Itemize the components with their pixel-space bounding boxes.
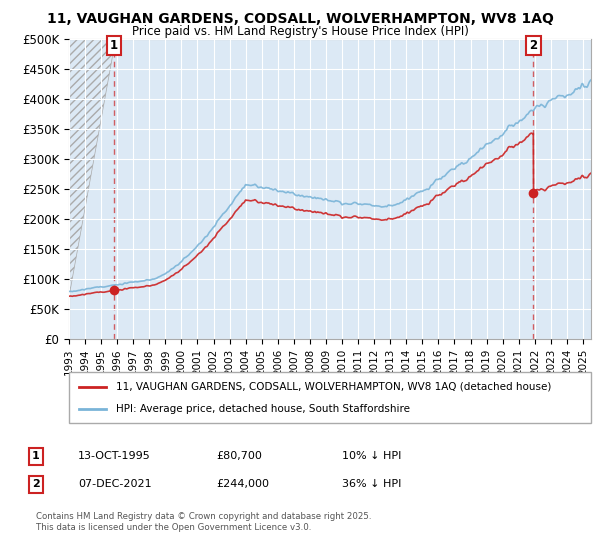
Text: Contains HM Land Registry data © Crown copyright and database right 2025.
This d: Contains HM Land Registry data © Crown c…	[36, 512, 371, 532]
Text: 10% ↓ HPI: 10% ↓ HPI	[342, 451, 401, 461]
Text: 2: 2	[32, 479, 40, 489]
Text: 2: 2	[529, 39, 538, 52]
FancyBboxPatch shape	[69, 372, 591, 423]
Text: Price paid vs. HM Land Registry's House Price Index (HPI): Price paid vs. HM Land Registry's House …	[131, 25, 469, 38]
Text: 07-DEC-2021: 07-DEC-2021	[78, 479, 152, 489]
Text: 36% ↓ HPI: 36% ↓ HPI	[342, 479, 401, 489]
Text: 11, VAUGHAN GARDENS, CODSALL, WOLVERHAMPTON, WV8 1AQ (detached house): 11, VAUGHAN GARDENS, CODSALL, WOLVERHAMP…	[116, 381, 551, 391]
Text: 1: 1	[110, 39, 118, 52]
Text: 1: 1	[32, 451, 40, 461]
Text: HPI: Average price, detached house, South Staffordshire: HPI: Average price, detached house, Sout…	[116, 404, 410, 414]
Text: 13-OCT-1995: 13-OCT-1995	[78, 451, 151, 461]
Text: 11, VAUGHAN GARDENS, CODSALL, WOLVERHAMPTON, WV8 1AQ: 11, VAUGHAN GARDENS, CODSALL, WOLVERHAMP…	[47, 12, 553, 26]
Text: £244,000: £244,000	[216, 479, 269, 489]
Text: £80,700: £80,700	[216, 451, 262, 461]
